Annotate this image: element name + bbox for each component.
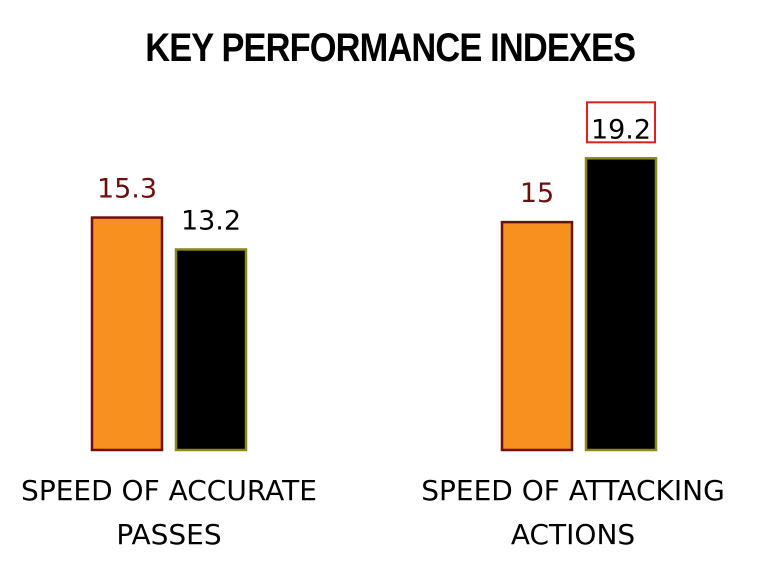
value-label-series1-cat1: 19.2 xyxy=(591,114,651,145)
value-label-series0-cat1: 15 xyxy=(520,178,554,209)
bar-series1-cat1 xyxy=(584,157,658,452)
bar-series0-cat0 xyxy=(90,216,164,452)
value-label-series1-cat0: 13.2 xyxy=(181,205,241,236)
highlight-box xyxy=(586,101,656,144)
category-label-0-line0: SPEED OF ACCURATE xyxy=(21,474,317,507)
bar-series1-cat0 xyxy=(174,248,248,452)
category-label-1-line1: ACTIONS xyxy=(511,518,635,551)
value-label-series0-cat0: 15.3 xyxy=(97,174,157,205)
category-label-0-line1: PASSES xyxy=(116,518,221,551)
category-label-1-line0: SPEED OF ATTACKING xyxy=(421,474,725,507)
chart-title: KEY PERFORMANCE INDEXES xyxy=(145,26,636,70)
bar-series0-cat1 xyxy=(500,220,574,452)
